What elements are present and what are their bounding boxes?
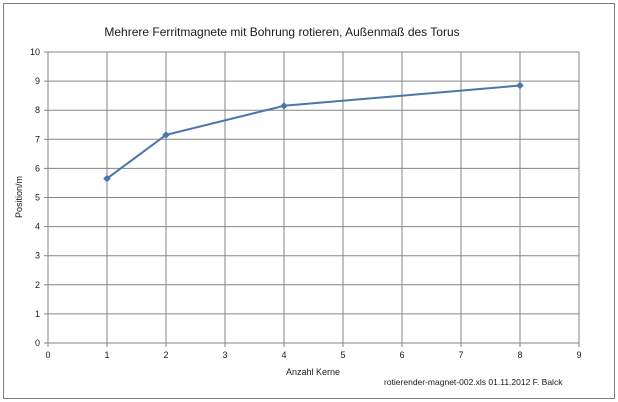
footnote: rotierender-magnet-002.xls 01.11.2012 F.… [384, 377, 563, 387]
x-tick-label: 4 [281, 350, 286, 360]
tick-labels: 0 1 2 3 4 5 6 7 8 9 10 0 1 2 3 4 5 6 7 8 9 [30, 47, 582, 360]
data-point-marker [162, 131, 170, 139]
y-tick-label: 5 [35, 193, 40, 203]
x-tick-label: 9 [576, 350, 581, 360]
y-tick-label: 8 [35, 105, 40, 115]
data-point-marker [280, 101, 288, 110]
x-tick-label: 1 [104, 350, 109, 360]
y-tick-label: 9 [35, 76, 40, 86]
x-tick-label: 5 [340, 350, 345, 360]
data-series [103, 81, 524, 183]
y-tick-label: 0 [35, 338, 40, 348]
x-tick-label: 7 [458, 350, 463, 360]
series-line [106, 84, 521, 180]
x-tick-label: 3 [222, 350, 227, 360]
y-tick-label: 6 [35, 163, 40, 173]
x-tick-label: 6 [399, 350, 404, 360]
data-point-marker [516, 81, 524, 90]
chart-title: Mehrere Ferritmagnete mit Bohrung rotier… [104, 25, 459, 39]
y-tick-label: 2 [35, 280, 40, 290]
y-tick-label: 7 [35, 134, 40, 144]
x-axis-label: Anzahl Kerne [286, 367, 340, 377]
y-axis-label: Position/m [14, 176, 24, 218]
x-tick-label: 8 [517, 350, 522, 360]
x-tick-label: 2 [163, 350, 168, 360]
x-tick-label: 0 [45, 350, 50, 360]
plot-area-border [47, 51, 580, 344]
y-tick-label: 10 [30, 47, 40, 57]
outer-border [3, 3, 615, 399]
y-tick-label: 3 [35, 251, 40, 261]
y-tick-label: 1 [35, 309, 40, 319]
data-point-marker [103, 174, 111, 183]
grid-lines [44, 51, 580, 347]
y-tick-label: 4 [35, 222, 40, 232]
